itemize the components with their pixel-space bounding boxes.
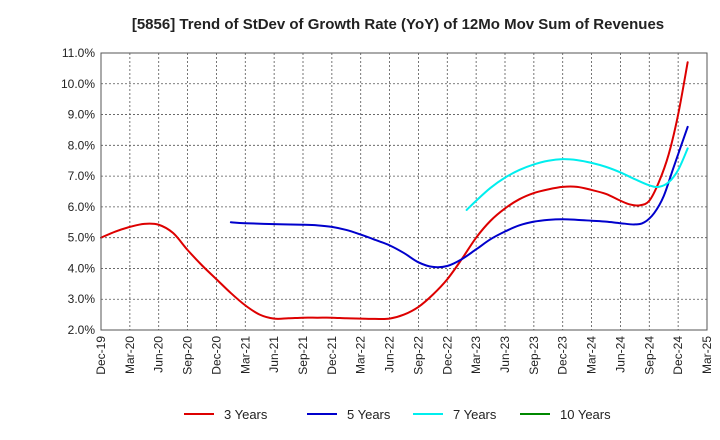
x-tick-label: Mar-21 xyxy=(238,336,252,374)
x-tick-label: Jun-23 xyxy=(498,336,512,373)
x-tick-label: Sep-20 xyxy=(181,336,195,375)
y-tick-label: 6.0% xyxy=(68,200,96,214)
x-tick-label: Mar-24 xyxy=(585,336,599,374)
legend-label-7-years: 7 Years xyxy=(453,407,497,422)
legend-label-5-years: 5 Years xyxy=(347,407,391,422)
grid-lines xyxy=(101,53,707,330)
x-axis-ticks: Dec-19 Mar-20 Jun-20 Sep-20 Dec-20 Mar-21 Jun-… xyxy=(94,336,714,375)
x-tick-label: Jun-22 xyxy=(383,336,397,373)
x-tick-label: Sep-23 xyxy=(527,336,541,375)
x-tick-label: Sep-22 xyxy=(411,336,425,375)
x-tick-label: Jun-20 xyxy=(152,336,166,373)
x-tick-label: Sep-21 xyxy=(296,336,310,375)
series-line-3-years xyxy=(100,61,689,321)
legend-label-3-years: 3 Years xyxy=(224,407,268,422)
legend-label-10-years: 10 Years xyxy=(560,407,611,422)
x-tick-label: Mar-25 xyxy=(700,336,714,374)
x-tick-label: Dec-24 xyxy=(671,336,685,375)
x-tick-label: Dec-20 xyxy=(209,336,223,375)
series-line-5-years xyxy=(229,125,689,269)
y-tick-label: 8.0% xyxy=(68,138,96,152)
x-tick-label: Sep-24 xyxy=(642,336,656,375)
x-tick-label: Jun-21 xyxy=(267,336,281,373)
y-tick-label: 2.0% xyxy=(68,323,96,337)
y-tick-label: 5.0% xyxy=(68,231,96,245)
y-axis-ticks: 2.0% 3.0% 4.0% 5.0% 6.0% 7.0% 8.0% 9.0% 10.0% 11.… xyxy=(61,46,95,337)
plot-frame xyxy=(100,52,708,331)
x-tick-label: Dec-23 xyxy=(556,336,570,375)
y-tick-label: 3.0% xyxy=(68,292,96,306)
y-tick-label: 7.0% xyxy=(68,169,96,183)
series-line-7-years xyxy=(465,147,689,211)
chart-title: [5856] Trend of StDev of Growth Rate (Yo… xyxy=(132,16,664,33)
x-tick-label: Mar-22 xyxy=(354,336,368,374)
y-tick-label: 10.0% xyxy=(61,77,95,91)
legend: 3 Years 5 Years 7 Years 10 Years xyxy=(184,407,611,422)
x-tick-label: Dec-22 xyxy=(440,336,454,375)
x-tick-label: Dec-19 xyxy=(94,336,108,375)
x-tick-label: Mar-23 xyxy=(469,336,483,374)
x-tick-label: Mar-20 xyxy=(123,336,137,374)
x-tick-label: Dec-21 xyxy=(325,336,339,375)
y-tick-label: 9.0% xyxy=(68,108,96,122)
x-tick-label: Jun-24 xyxy=(613,336,627,373)
series-lines xyxy=(100,61,689,321)
y-tick-label: 11.0% xyxy=(62,46,95,60)
y-tick-label: 4.0% xyxy=(68,261,96,275)
